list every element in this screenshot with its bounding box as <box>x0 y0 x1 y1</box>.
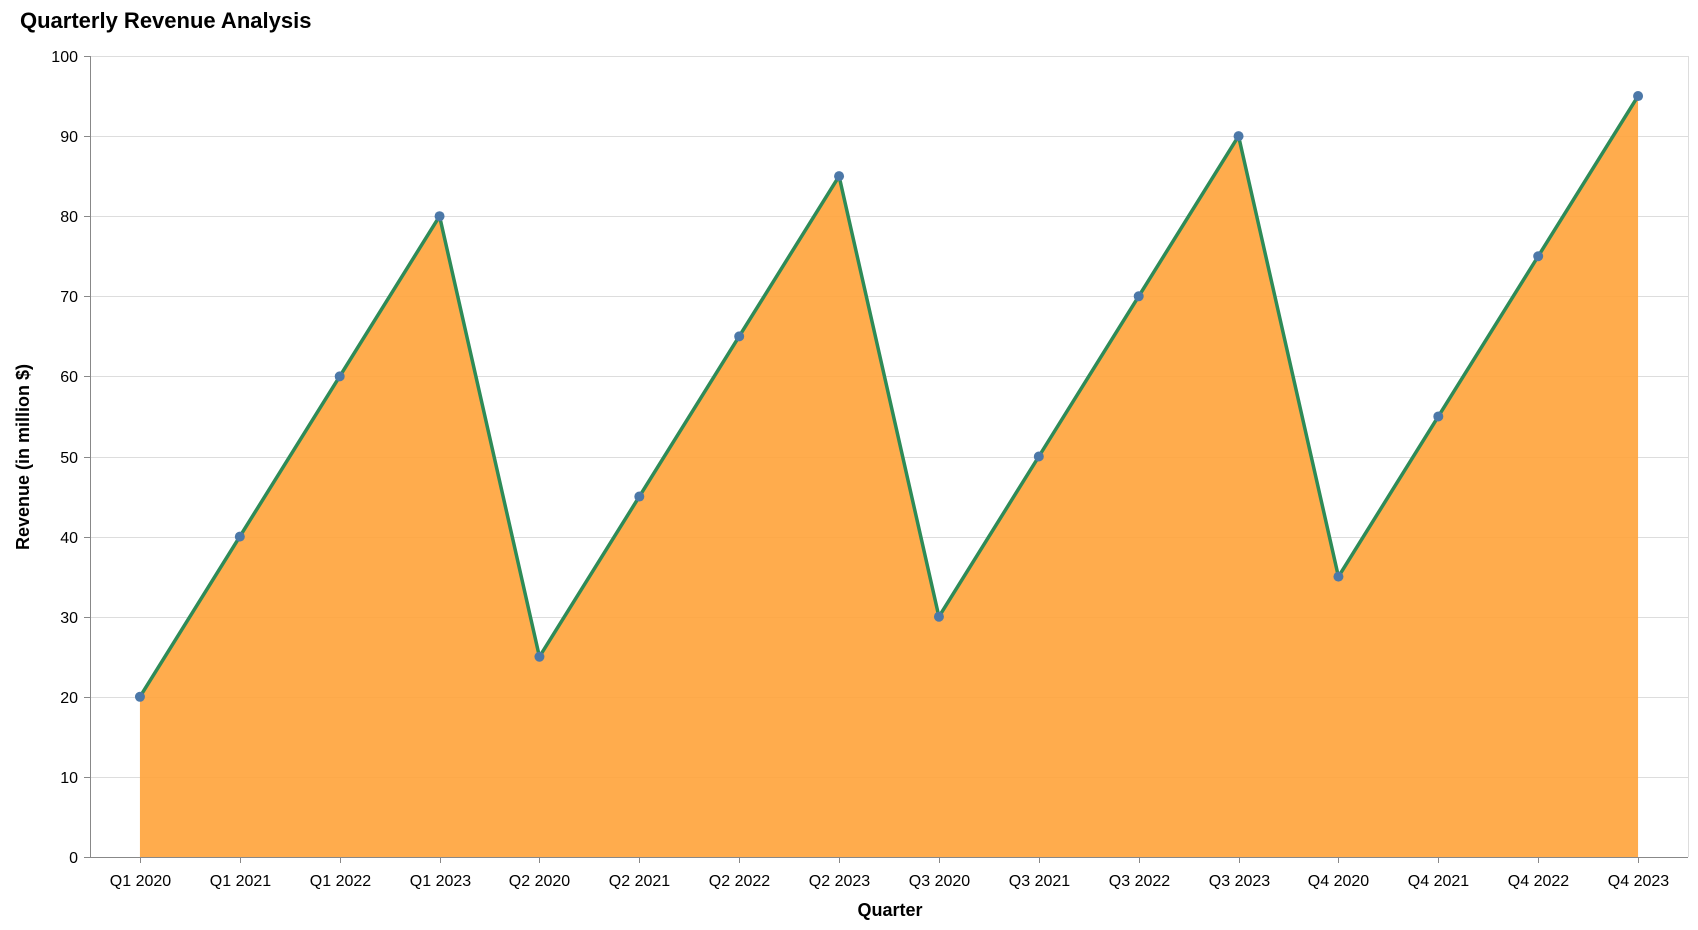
x-tick-label: Q1 2023 <box>410 873 471 890</box>
y-tick-label: 60 <box>60 369 78 386</box>
y-tick-label: 10 <box>60 770 78 787</box>
x-axis-title: Quarter <box>857 900 922 920</box>
revenue-area <box>139 96 1639 858</box>
x-tick-label: Q2 2023 <box>809 873 870 890</box>
x-tick-label: Q2 2021 <box>609 873 670 890</box>
points-layer <box>134 91 1644 702</box>
data-point[interactable] <box>234 531 245 542</box>
y-tick-label: 0 <box>69 850 78 867</box>
y-tick-label: 100 <box>51 49 78 66</box>
x-tick-label: Q4 2020 <box>1308 873 1369 890</box>
y-tick-label: 50 <box>60 450 78 467</box>
y-tick-label: 70 <box>60 289 78 306</box>
data-point[interactable] <box>1333 571 1344 582</box>
data-point[interactable] <box>434 211 445 222</box>
x-tick-label: Q2 2022 <box>709 873 770 890</box>
data-point[interactable] <box>1433 411 1444 422</box>
y-tick-label: 90 <box>60 129 78 146</box>
y-tick-label: 80 <box>60 209 78 226</box>
data-point[interactable] <box>1633 91 1644 102</box>
x-tick-label: Q2 2020 <box>509 873 570 890</box>
y-axis-title: Revenue (in million $) <box>13 364 33 550</box>
data-point[interactable] <box>134 691 145 702</box>
data-point[interactable] <box>933 611 944 622</box>
data-point[interactable] <box>1533 251 1544 262</box>
y-tick-label: 30 <box>60 610 78 627</box>
data-point[interactable] <box>734 331 745 342</box>
y-tick-label: 20 <box>60 690 78 707</box>
data-point[interactable] <box>834 171 845 182</box>
area-layer <box>139 96 1639 858</box>
x-tick-label: Q1 2021 <box>210 873 271 890</box>
x-tick-label: Q3 2021 <box>1009 873 1070 890</box>
x-tick-label: Q3 2022 <box>1109 873 1170 890</box>
y-tick-label: 40 <box>60 530 78 547</box>
data-point[interactable] <box>1133 291 1144 302</box>
axes: 0 10 20 30 40 50 60 70 80 90 100 Q1 2020 Q1 2021 Q1 2… <box>51 49 1688 890</box>
x-tick-label: Q1 2020 <box>110 873 171 890</box>
data-point[interactable] <box>534 651 545 662</box>
data-point[interactable] <box>334 371 345 382</box>
x-tick-label: Q3 2023 <box>1209 873 1270 890</box>
x-tick-label: Q4 2021 <box>1408 873 1469 890</box>
data-point[interactable] <box>1233 131 1244 142</box>
x-tick-label: Q3 2020 <box>909 873 970 890</box>
data-point[interactable] <box>1033 451 1044 462</box>
x-tick-label: Q1 2022 <box>310 873 371 890</box>
x-tick-label: Q4 2022 <box>1508 873 1569 890</box>
revenue-line <box>138 95 1640 698</box>
data-point[interactable] <box>634 491 645 502</box>
x-tick-label: Q4 2023 <box>1608 873 1669 890</box>
line-layer <box>138 95 1640 698</box>
chart-title: Quarterly Revenue Analysis <box>20 8 311 33</box>
